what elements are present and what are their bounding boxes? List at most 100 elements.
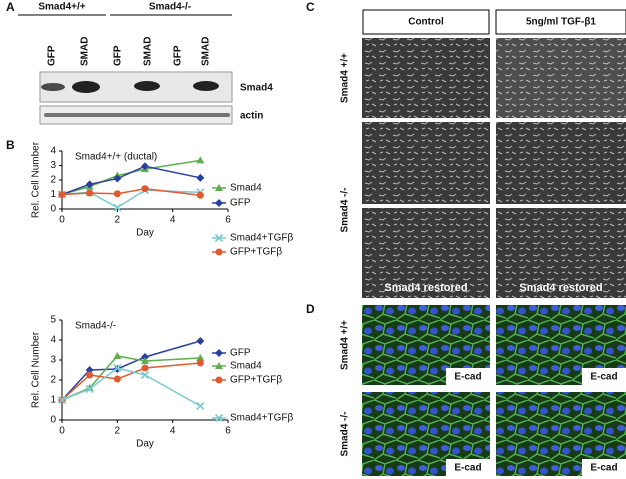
y-tick-label: 4 [50, 146, 56, 157]
x-tick-label: 2 [115, 215, 121, 226]
lane-label: GFP [113, 45, 124, 66]
lane-label: GFP [47, 45, 58, 66]
point [196, 401, 205, 411]
row-label: Smad4 +/+ [340, 320, 351, 370]
y-tick-label: 0 [50, 204, 56, 215]
x-tick-label: 2 [115, 426, 121, 437]
series-line [61, 159, 201, 196]
panel-letter: D [306, 302, 315, 316]
legend-label: Smad4+TGFβ [230, 413, 294, 424]
column-label: 5ng/ml TGF-β1 [526, 17, 596, 28]
image-caption: Smad4 restored [384, 282, 467, 294]
chart-title: Smad4-/- [75, 321, 116, 332]
point [113, 190, 121, 198]
legend-marker [215, 362, 223, 369]
y-tick-label: 3 [50, 355, 56, 366]
image-caption: E-cad [454, 372, 481, 383]
lane-label: SMAD [201, 37, 212, 66]
group-label: Smad4-/- [149, 2, 191, 13]
point [113, 363, 122, 373]
row-label: Smad4 +/+ [340, 53, 351, 103]
column-label: Control [408, 17, 444, 28]
x-tick-label: 6 [225, 215, 231, 226]
x-axis-label: Day [136, 228, 154, 239]
header-box [362, 9, 490, 35]
bands [41, 81, 230, 117]
point [196, 337, 205, 345]
y-tick-label: 1 [50, 189, 56, 200]
point [141, 357, 149, 364]
legend-marker [214, 233, 224, 243]
panel-letter: A [6, 0, 15, 14]
y-tick-label: 5 [50, 315, 56, 326]
legend-marker [215, 184, 223, 191]
legend-label: GFP+TGFβ [230, 375, 282, 386]
y-tick-label: 2 [50, 175, 56, 186]
image-caption: E-cad [590, 463, 617, 474]
x-tick-label: 0 [59, 215, 65, 226]
y-axis-label: Rel. Cell Number [31, 141, 42, 218]
point [140, 370, 150, 380]
y-axis-label: Rel. Cell Number [31, 331, 42, 408]
header-box [495, 9, 626, 35]
point [57, 395, 67, 405]
lane-label: SMAD [143, 37, 154, 66]
micrographs [362, 38, 626, 298]
image-caption: E-cad [454, 463, 481, 474]
image-caption: E-cad [590, 372, 617, 383]
image-caption: Smad4 restored [519, 282, 602, 294]
point [113, 203, 122, 212]
legend-marker [214, 413, 224, 423]
blot-label: Smad4 [240, 83, 273, 94]
y-tick-label: 0 [50, 415, 56, 426]
point [86, 371, 94, 379]
point [196, 359, 204, 367]
panel-letter: B [6, 138, 15, 152]
point [196, 156, 205, 164]
y-tick-label: 4 [50, 335, 56, 346]
y-tick-label: 3 [50, 160, 56, 171]
legend-marker [215, 248, 223, 256]
legend-marker [215, 199, 223, 207]
legend-label: GFP+TGFβ [230, 247, 282, 258]
x-tick-label: 4 [170, 426, 176, 437]
legend-label: Smad4+TGFβ [230, 233, 294, 244]
legend-label: GFP [230, 198, 251, 209]
y-tick-label: 2 [50, 375, 56, 386]
group-label: Smad4+/+ [38, 2, 85, 13]
y-tick-label: 1 [50, 395, 56, 406]
panel-letter: C [306, 0, 315, 14]
point [196, 173, 205, 182]
fluorescence-images [362, 305, 626, 476]
blot-label: actin [240, 111, 263, 122]
point [85, 180, 94, 189]
row-label: Smad4 -/- [340, 187, 351, 232]
legend-label: Smad4 [230, 361, 262, 372]
point [58, 191, 66, 198]
point [141, 162, 149, 171]
point [85, 384, 94, 394]
point [113, 174, 122, 183]
legend-label: Smad4 [230, 183, 262, 194]
point [113, 375, 121, 383]
point [113, 352, 122, 359]
series-line [61, 165, 201, 196]
point [85, 366, 94, 374]
x-tick-label: 4 [170, 215, 176, 226]
x-axis-label: Day [136, 439, 154, 450]
point [196, 191, 204, 199]
x-tick-label: 0 [59, 426, 65, 437]
point [196, 354, 205, 361]
lane-label: GFP [173, 45, 184, 66]
row-label: Smad4 -/- [340, 411, 351, 456]
legend-marker [215, 349, 223, 357]
lane-label: SMAD [80, 37, 91, 66]
x-tick-label: 6 [225, 426, 231, 437]
point [141, 364, 149, 372]
point [141, 185, 149, 193]
chart-title: Smad4+/+ (ductal) [75, 152, 157, 163]
legend-label: GFP [230, 348, 251, 359]
legend-marker [215, 376, 223, 384]
